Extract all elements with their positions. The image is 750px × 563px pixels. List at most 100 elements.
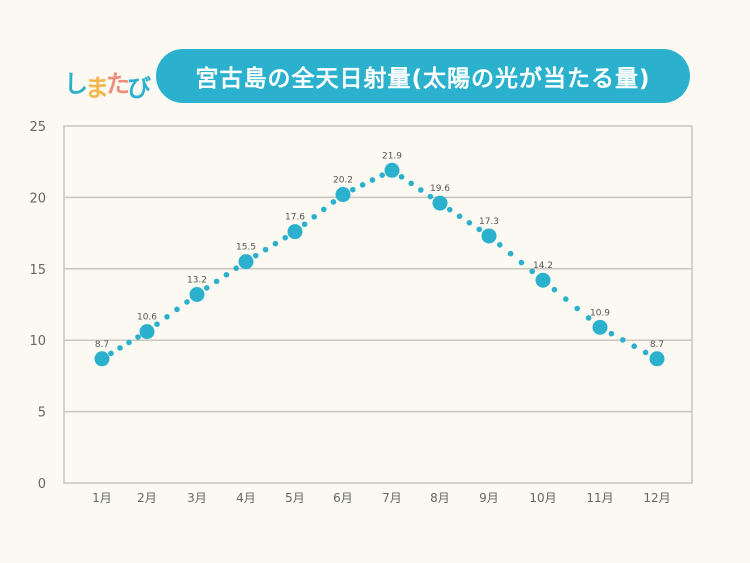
- data-point: [649, 351, 665, 367]
- line-dot: [408, 180, 415, 187]
- line-dot: [282, 234, 289, 241]
- line-dot: [253, 252, 259, 259]
- data-point: [94, 351, 110, 367]
- data-point: [287, 224, 303, 240]
- data-point: [238, 254, 254, 270]
- x-tick-label: 10月: [529, 491, 556, 505]
- logo: しまたび: [62, 58, 152, 102]
- line-dot: [529, 268, 535, 275]
- x-tick-label: 11月: [586, 491, 613, 505]
- line-dot: [164, 313, 170, 320]
- line-dot: [418, 187, 424, 193]
- data-label: 13.2: [187, 276, 207, 286]
- line-dot: [321, 206, 327, 213]
- data-point: [592, 319, 608, 335]
- x-tick-label: 2月: [137, 491, 157, 505]
- x-tick-label: 8月: [430, 491, 450, 505]
- y-axis-ticks: 0 5 10 15 20 25: [29, 120, 46, 492]
- plot-frame: [63, 125, 693, 484]
- line-dot: [135, 334, 141, 340]
- y-tick-label: 20: [29, 191, 46, 206]
- line-dot: [447, 206, 453, 213]
- line-dot: [117, 345, 123, 351]
- line-dot: [585, 315, 592, 321]
- line-dot: [427, 193, 434, 200]
- x-tick-label: 6月: [333, 491, 353, 505]
- line-dot: [507, 250, 514, 257]
- line-dot: [311, 214, 318, 220]
- line-dot: [359, 182, 366, 188]
- series-line: [108, 172, 649, 357]
- line-dot: [108, 350, 114, 357]
- x-axis-ticks: 1月 2月 3月 4月 5月 6月 7月 8月 9月 10月 11月 12月: [92, 491, 670, 505]
- x-tick-label: 3月: [187, 491, 207, 505]
- data-point: [384, 162, 400, 178]
- line-dot: [497, 242, 503, 248]
- y-tick-label: 25: [29, 120, 46, 135]
- data-label: 21.9: [382, 151, 402, 161]
- y-tick-label: 5: [38, 406, 46, 421]
- data-label: 19.6: [430, 184, 450, 194]
- chart-title-banner: 宮古島の全天日射量(太陽の光が当たる量): [156, 49, 690, 103]
- line-dot: [272, 240, 279, 247]
- data-label: 15.5: [236, 243, 256, 253]
- data-label: 10.6: [137, 313, 157, 323]
- line-dot: [369, 177, 376, 183]
- data-label: 10.9: [590, 308, 610, 318]
- line-dot: [213, 278, 220, 285]
- data-points: [94, 162, 665, 367]
- line-dot: [350, 186, 356, 193]
- y-tick-label: 15: [29, 263, 46, 278]
- data-point: [481, 228, 497, 244]
- data-point: [432, 195, 448, 211]
- logo-char: び: [127, 74, 151, 102]
- x-tick-label: 7月: [382, 491, 402, 505]
- data-label: 8.7: [650, 340, 664, 350]
- line-dot: [301, 221, 308, 228]
- data-label: 8.7: [95, 340, 109, 350]
- x-tick-label: 4月: [236, 491, 256, 505]
- chart-title: 宮古島の全天日射量(太陽の光が当たる量): [195, 66, 651, 92]
- line-dot: [154, 321, 160, 328]
- logo-char: ま: [85, 74, 109, 102]
- chart-grid: [63, 125, 693, 484]
- line-dot: [262, 246, 269, 253]
- data-point: [189, 287, 205, 303]
- data-label: 20.2: [333, 176, 353, 186]
- x-tick-label: 5月: [285, 491, 305, 505]
- data-point: [139, 324, 155, 340]
- line-dot: [518, 259, 525, 266]
- line-dot: [398, 174, 405, 180]
- line-dot: [574, 305, 580, 312]
- line-dot: [174, 306, 180, 313]
- line-dot: [184, 299, 190, 305]
- line-dot: [379, 172, 386, 178]
- logo-char: た: [106, 70, 130, 98]
- x-tick-label: 1月: [92, 491, 112, 505]
- line-dot: [204, 285, 210, 291]
- data-point: [535, 272, 551, 288]
- line-dot: [233, 265, 239, 272]
- data-label: 17.3: [479, 217, 499, 227]
- data-point: [335, 187, 351, 203]
- y-tick-label: 0: [38, 477, 46, 492]
- line-dot: [126, 339, 132, 346]
- line-dot: [476, 226, 483, 233]
- line-dot: [608, 330, 615, 337]
- line-dot: [551, 286, 558, 293]
- line-dot: [223, 271, 230, 278]
- data-label: 17.6: [285, 213, 305, 223]
- line-dot: [642, 349, 649, 356]
- line-dot: [456, 213, 463, 220]
- data-label: 14.2: [533, 261, 553, 271]
- line-dot: [631, 343, 637, 349]
- x-tick-label: 9月: [479, 491, 499, 505]
- logo-char: し: [64, 70, 88, 98]
- line-dot: [330, 199, 337, 205]
- x-tick-label: 12月: [643, 491, 670, 505]
- line-dot: [466, 220, 473, 226]
- data-labels: 8.7 10.6 13.2 15.5 17.6 20.2 21.9 19.6 17.3 14.2 1…: [95, 151, 664, 349]
- line-dot: [620, 337, 626, 343]
